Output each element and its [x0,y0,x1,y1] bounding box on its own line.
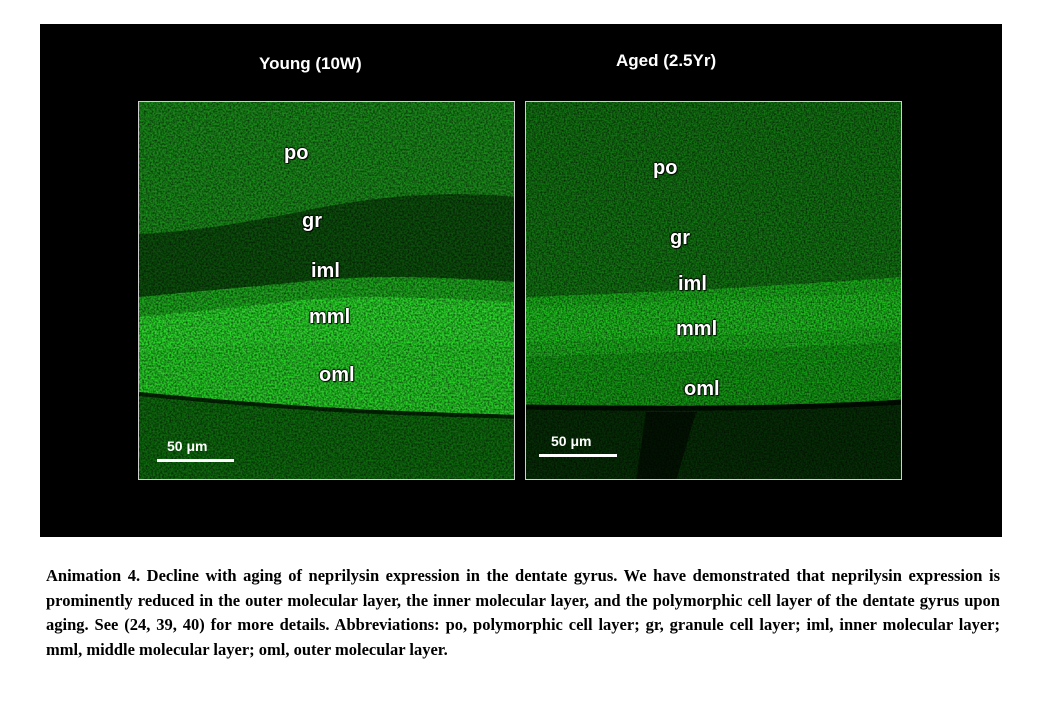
label-po: po [653,157,678,179]
label-gr: gr [670,227,690,249]
label-mml: mml [676,318,718,340]
micrograph-aged: po gr iml mml oml 50 μm [525,101,902,480]
panel-title-young: Young (10W) [259,54,362,73]
scale-bar [157,459,234,462]
label-mml: mml [309,306,351,328]
micrograph-figure: Young (10W) Aged (2.5Yr) [40,24,1002,537]
panel-title-aged: Aged (2.5Yr) [616,51,717,70]
label-po: po [284,142,309,164]
label-gr: gr [302,210,322,232]
label-oml: oml [684,378,720,400]
scale-bar-label: 50 μm [167,438,208,454]
fluorescence-image-aged [526,102,901,479]
micrograph-young: po gr iml mml oml 50 μm [138,101,515,480]
label-iml: iml [678,273,707,295]
label-iml: iml [311,260,340,282]
figure-caption: Animation 4. Decline with aging of nepri… [46,566,1000,659]
fluorescence-image-young [139,102,514,479]
label-oml: oml [319,364,355,386]
scale-bar [539,454,617,457]
scale-bar-label: 50 μm [551,433,592,449]
